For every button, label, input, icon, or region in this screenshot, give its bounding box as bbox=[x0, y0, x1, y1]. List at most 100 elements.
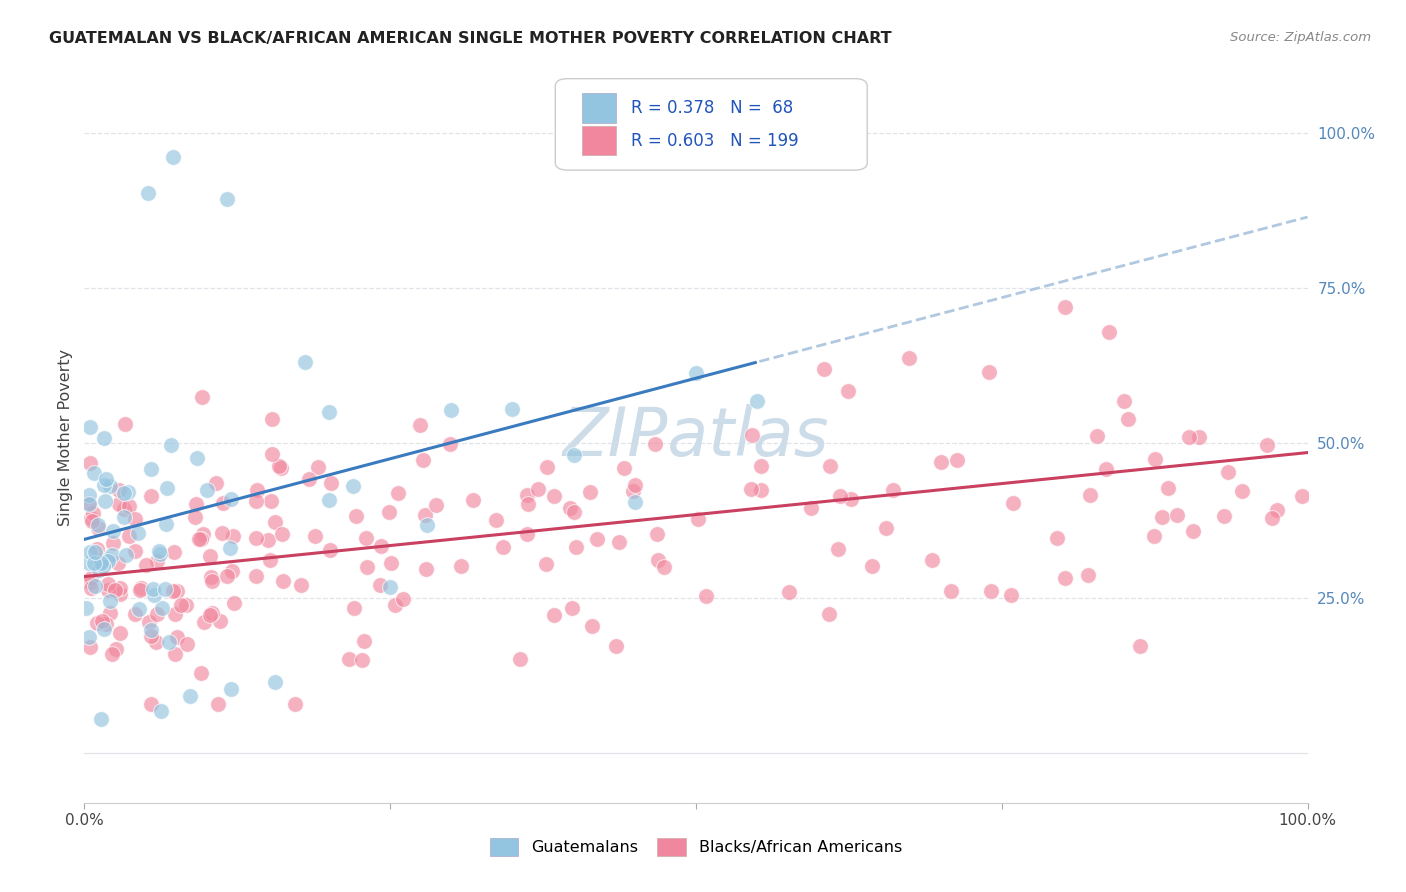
Point bbox=[502, 401, 524, 416]
Point bbox=[517, 497, 540, 511]
Point bbox=[565, 540, 588, 554]
Point bbox=[127, 525, 149, 540]
Point bbox=[84, 579, 107, 593]
Point bbox=[162, 584, 184, 599]
Point bbox=[138, 615, 160, 629]
Point bbox=[1152, 509, 1174, 524]
Point bbox=[212, 496, 235, 510]
Point bbox=[184, 509, 207, 524]
Point bbox=[860, 558, 883, 573]
Point bbox=[1230, 484, 1253, 499]
Point bbox=[150, 601, 173, 615]
Point bbox=[259, 552, 281, 566]
Point bbox=[222, 596, 245, 610]
Point bbox=[1078, 487, 1101, 501]
Point bbox=[1143, 529, 1166, 543]
Point bbox=[463, 492, 485, 507]
Point bbox=[1054, 571, 1077, 585]
Point bbox=[128, 602, 150, 616]
Point bbox=[440, 403, 463, 417]
Point bbox=[186, 451, 208, 466]
Point bbox=[304, 529, 326, 543]
Point bbox=[145, 607, 167, 621]
Point bbox=[108, 587, 131, 601]
Point bbox=[271, 527, 294, 541]
Point bbox=[534, 557, 557, 571]
Point bbox=[79, 545, 101, 559]
Legend: Guatemalans, Blacks/African Americans: Guatemalans, Blacks/African Americans bbox=[482, 830, 910, 864]
Point bbox=[1187, 430, 1209, 444]
Point bbox=[318, 493, 340, 508]
Point bbox=[354, 531, 377, 545]
Point bbox=[94, 472, 117, 486]
Point bbox=[1166, 508, 1188, 523]
Point bbox=[221, 564, 243, 578]
Point bbox=[1112, 393, 1135, 408]
Point bbox=[749, 483, 772, 497]
Point bbox=[882, 483, 904, 497]
Point bbox=[741, 427, 763, 442]
Point bbox=[941, 583, 963, 598]
Point bbox=[613, 460, 636, 475]
Point bbox=[946, 453, 969, 467]
Point bbox=[1157, 481, 1180, 495]
Point bbox=[201, 574, 224, 589]
Point bbox=[259, 494, 281, 508]
Point bbox=[562, 505, 585, 519]
Point bbox=[93, 477, 115, 491]
Point bbox=[200, 607, 222, 622]
Point bbox=[112, 486, 135, 500]
Point bbox=[174, 598, 197, 612]
Point bbox=[263, 516, 285, 530]
FancyBboxPatch shape bbox=[582, 126, 616, 155]
Point bbox=[1054, 300, 1077, 314]
Point bbox=[101, 524, 124, 538]
Point bbox=[837, 384, 859, 398]
Point bbox=[1001, 496, 1024, 510]
Point bbox=[83, 545, 105, 559]
Point bbox=[980, 584, 1002, 599]
Point bbox=[1291, 489, 1313, 503]
Point bbox=[118, 499, 141, 513]
Point bbox=[149, 704, 172, 718]
Point bbox=[117, 484, 139, 499]
Text: ZIPatlas: ZIPatlas bbox=[562, 404, 830, 470]
FancyBboxPatch shape bbox=[582, 94, 616, 122]
Point bbox=[75, 601, 97, 615]
Point bbox=[560, 501, 582, 516]
Point bbox=[875, 521, 897, 535]
Point bbox=[200, 570, 222, 584]
Point bbox=[108, 626, 131, 640]
Point bbox=[193, 615, 215, 629]
Point bbox=[740, 482, 762, 496]
Point bbox=[79, 640, 101, 654]
Point bbox=[176, 637, 198, 651]
Point bbox=[135, 558, 157, 572]
Point bbox=[319, 542, 342, 557]
Point bbox=[163, 647, 186, 661]
Point bbox=[115, 549, 138, 563]
Point bbox=[190, 665, 212, 680]
Point bbox=[318, 405, 340, 419]
Point bbox=[139, 697, 162, 711]
Point bbox=[1085, 429, 1108, 443]
Point bbox=[87, 564, 110, 578]
Point bbox=[77, 630, 100, 644]
Point bbox=[166, 584, 188, 599]
Point bbox=[536, 459, 558, 474]
Point bbox=[516, 527, 538, 541]
Point bbox=[118, 529, 141, 543]
Point bbox=[211, 526, 233, 541]
Point bbox=[605, 639, 627, 653]
Point bbox=[294, 355, 316, 369]
Point bbox=[93, 552, 115, 566]
Point bbox=[207, 697, 229, 711]
Point bbox=[83, 466, 105, 480]
Point bbox=[1144, 451, 1167, 466]
Point bbox=[562, 448, 585, 462]
Point bbox=[79, 457, 101, 471]
Point bbox=[380, 556, 402, 570]
Point bbox=[166, 630, 188, 644]
Point bbox=[370, 539, 392, 553]
Point bbox=[415, 561, 437, 575]
